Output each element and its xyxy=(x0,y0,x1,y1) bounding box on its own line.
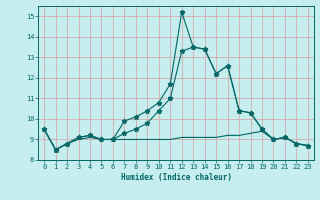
X-axis label: Humidex (Indice chaleur): Humidex (Indice chaleur) xyxy=(121,173,231,182)
